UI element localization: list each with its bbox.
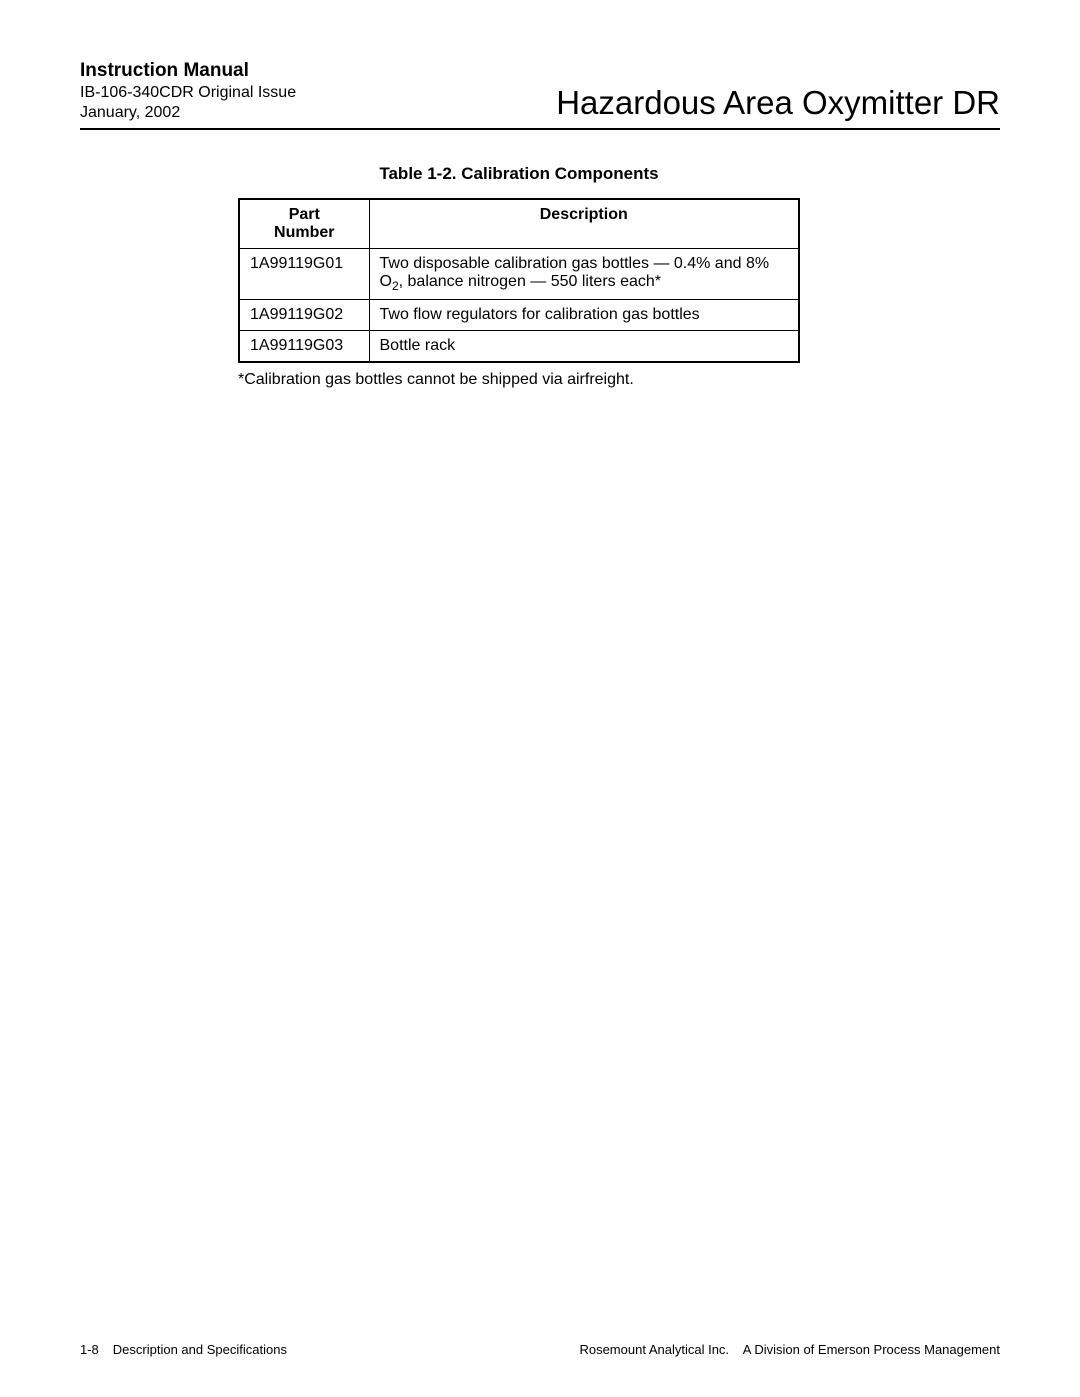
section-name: Description and Specifications	[113, 1342, 287, 1357]
company-name: Rosemount Analytical Inc.	[579, 1342, 729, 1357]
calibration-components-table: Part Number Description 1A99119G01 Two d…	[238, 198, 800, 363]
header-left: Instruction Manual IB-106-340CDR Origina…	[80, 60, 296, 122]
table-section: Table 1-2. Calibration Components Part N…	[238, 164, 800, 389]
table-row: 1A99119G03 Bottle rack	[239, 331, 799, 363]
table-header-row: Part Number Description	[239, 199, 799, 249]
table-row: 1A99119G01 Two disposable calibration ga…	[239, 249, 799, 300]
division-name: A Division of Emerson Process Management	[743, 1342, 1000, 1357]
col-header-part-line1: Part	[289, 206, 320, 223]
doc-id-issue: IB-106-340CDR Original Issue	[80, 84, 296, 102]
description-cell: Bottle rack	[369, 331, 799, 363]
col-header-description: Description	[369, 199, 799, 249]
description-cell: Two flow regulators for calibration gas …	[369, 300, 799, 331]
page-number: 1-8	[80, 1342, 99, 1357]
col-header-part-line2: Number	[274, 224, 334, 241]
table-footnote: *Calibration gas bottles cannot be shipp…	[238, 371, 800, 389]
doc-date: January, 2002	[80, 104, 296, 122]
table-row: 1A99119G02 Two flow regulators for calib…	[239, 300, 799, 331]
part-number-cell: 1A99119G03	[239, 331, 369, 363]
desc-pre: Bottle rack	[380, 337, 456, 354]
page-header: Instruction Manual IB-106-340CDR Origina…	[80, 60, 1000, 130]
part-number-cell: 1A99119G02	[239, 300, 369, 331]
product-title: Hazardous Area Oxymitter DR	[556, 84, 1000, 122]
manual-title: Instruction Manual	[80, 60, 296, 82]
page-footer: 1-8 Description and Specifications Rosem…	[80, 1342, 1000, 1357]
desc-pre: Two flow regulators for calibration gas …	[380, 306, 700, 323]
desc-sub: 2	[392, 279, 399, 293]
footer-left: 1-8 Description and Specifications	[80, 1342, 287, 1357]
table-caption: Table 1-2. Calibration Components	[238, 164, 800, 184]
desc-post: , balance nitrogen — 550 liters each*	[399, 273, 661, 290]
page: Instruction Manual IB-106-340CDR Origina…	[0, 0, 1080, 1397]
description-cell: Two disposable calibration gas bottles —…	[369, 249, 799, 300]
footer-right: Rosemount Analytical Inc. A Division of …	[579, 1342, 1000, 1357]
col-header-part-number: Part Number	[239, 199, 369, 249]
part-number-cell: 1A99119G01	[239, 249, 369, 300]
